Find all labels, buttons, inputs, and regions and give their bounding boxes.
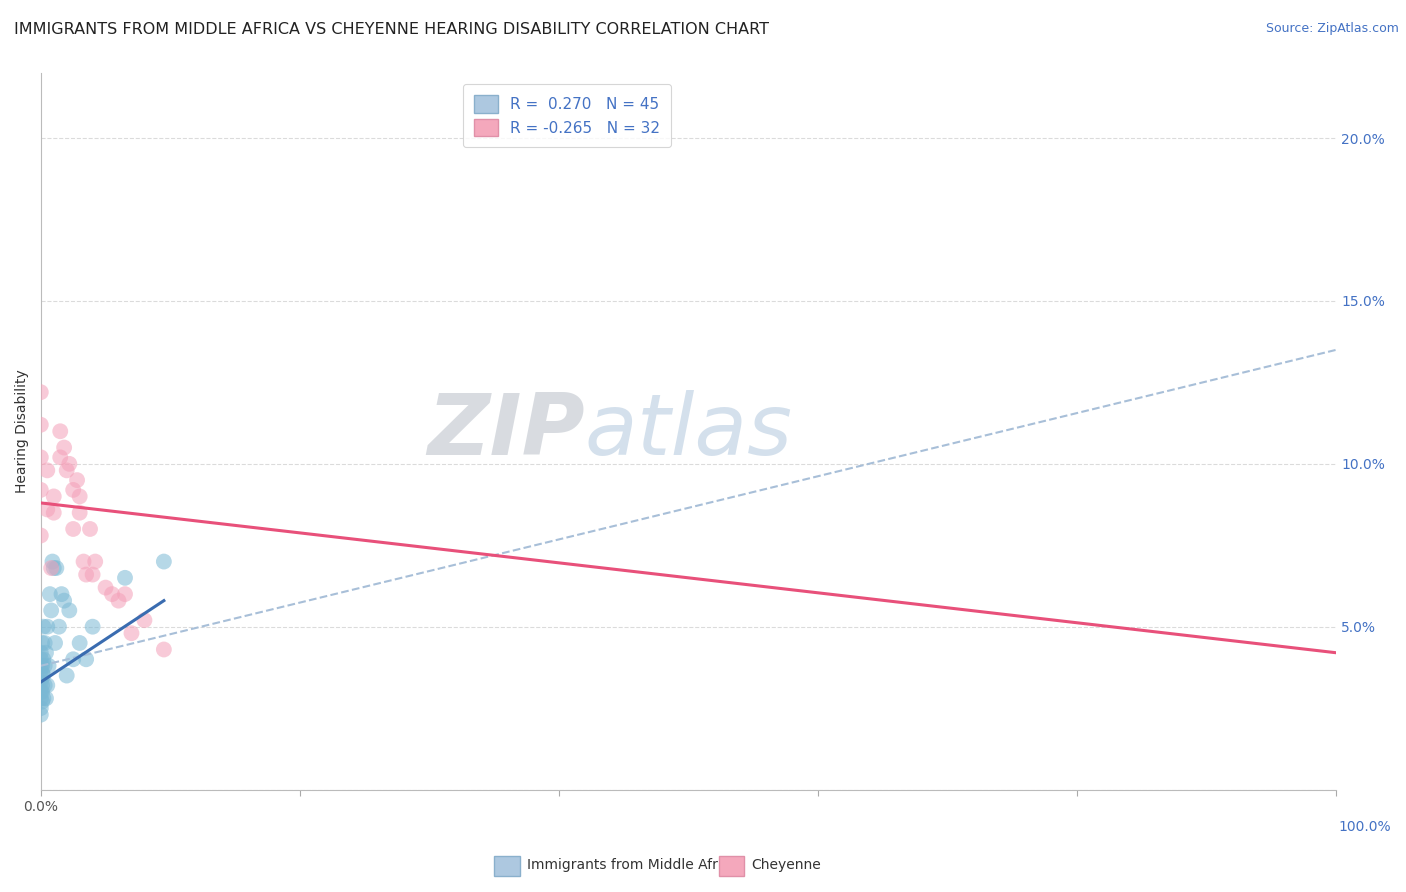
Point (82, 620, 104, 634)
Point (30, 675, 52, 690)
Point (84, 555, 107, 569)
Y-axis label: Hearing Disability: Hearing Disability (15, 369, 30, 493)
Point (62, 522, 84, 536)
Point (34, 636, 56, 650)
Point (101, 587, 124, 601)
Text: 100.0%: 100.0% (1339, 820, 1392, 834)
Point (51, 587, 73, 601)
Point (42, 561, 65, 575)
Point (69, 506, 91, 520)
Point (31, 658, 53, 673)
Point (45, 561, 67, 575)
Point (32, 620, 55, 634)
Point (30, 668, 52, 682)
Point (37, 620, 59, 634)
Point (35, 691, 58, 706)
Point (34, 678, 56, 692)
Point (37, 463, 59, 477)
Point (62, 483, 84, 497)
Point (37, 502, 59, 516)
Point (79, 522, 101, 536)
Point (31, 695, 53, 709)
Point (32, 691, 55, 706)
Point (58, 457, 80, 471)
Point (30, 483, 52, 497)
Point (62, 652, 84, 666)
Point (42, 490, 65, 504)
Point (30, 691, 52, 706)
Text: Immigrants from Middle Africa: Immigrants from Middle Africa (526, 858, 738, 872)
Point (30, 672, 52, 686)
Point (114, 571, 136, 585)
Text: Source: ZipAtlas.com: Source: ZipAtlas.com (1265, 22, 1399, 36)
Point (53, 593, 76, 607)
Point (69, 636, 91, 650)
Text: IMMIGRANTS FROM MIDDLE AFRICA VS CHEYENNE HEARING DISABILITY CORRELATION CHART: IMMIGRANTS FROM MIDDLE AFRICA VS CHEYENN… (14, 22, 769, 37)
Point (31, 636, 53, 650)
Point (34, 658, 56, 673)
Point (35, 646, 58, 660)
Point (30, 652, 52, 666)
Point (58, 603, 80, 617)
Text: Cheyenne: Cheyenne (751, 858, 821, 872)
Point (82, 567, 104, 582)
Point (31, 685, 53, 699)
Point (39, 603, 62, 617)
Point (30, 646, 52, 660)
Point (69, 490, 91, 504)
Point (107, 593, 129, 607)
Point (94, 581, 117, 595)
Point (55, 668, 77, 682)
Point (32, 668, 55, 682)
Point (30, 528, 52, 542)
Point (134, 613, 156, 627)
Point (75, 567, 97, 582)
Point (30, 685, 52, 699)
Point (30, 450, 52, 465)
Point (55, 463, 77, 477)
Point (30, 417, 52, 432)
Point (30, 707, 52, 722)
Point (72, 555, 94, 569)
Point (49, 450, 72, 465)
Point (66, 473, 89, 487)
Point (114, 587, 136, 601)
Point (30, 701, 52, 715)
Point (44, 636, 66, 650)
Text: atlas: atlas (585, 390, 793, 473)
Point (31, 665, 53, 680)
Point (39, 561, 62, 575)
Point (41, 555, 63, 569)
Point (38, 658, 60, 673)
Point (153, 555, 176, 569)
Point (32, 652, 55, 666)
Point (53, 441, 76, 455)
Point (49, 424, 72, 438)
Point (153, 642, 176, 657)
Text: ZIP: ZIP (427, 390, 585, 473)
Point (48, 620, 70, 634)
Point (30, 385, 52, 400)
Legend: R =  0.270   N = 45, R = -0.265   N = 32: R = 0.270 N = 45, R = -0.265 N = 32 (463, 84, 671, 147)
Point (38, 587, 60, 601)
Point (31, 678, 53, 692)
Point (75, 652, 97, 666)
Point (121, 626, 143, 640)
Point (42, 506, 65, 520)
Point (37, 678, 59, 692)
Point (30, 658, 52, 673)
